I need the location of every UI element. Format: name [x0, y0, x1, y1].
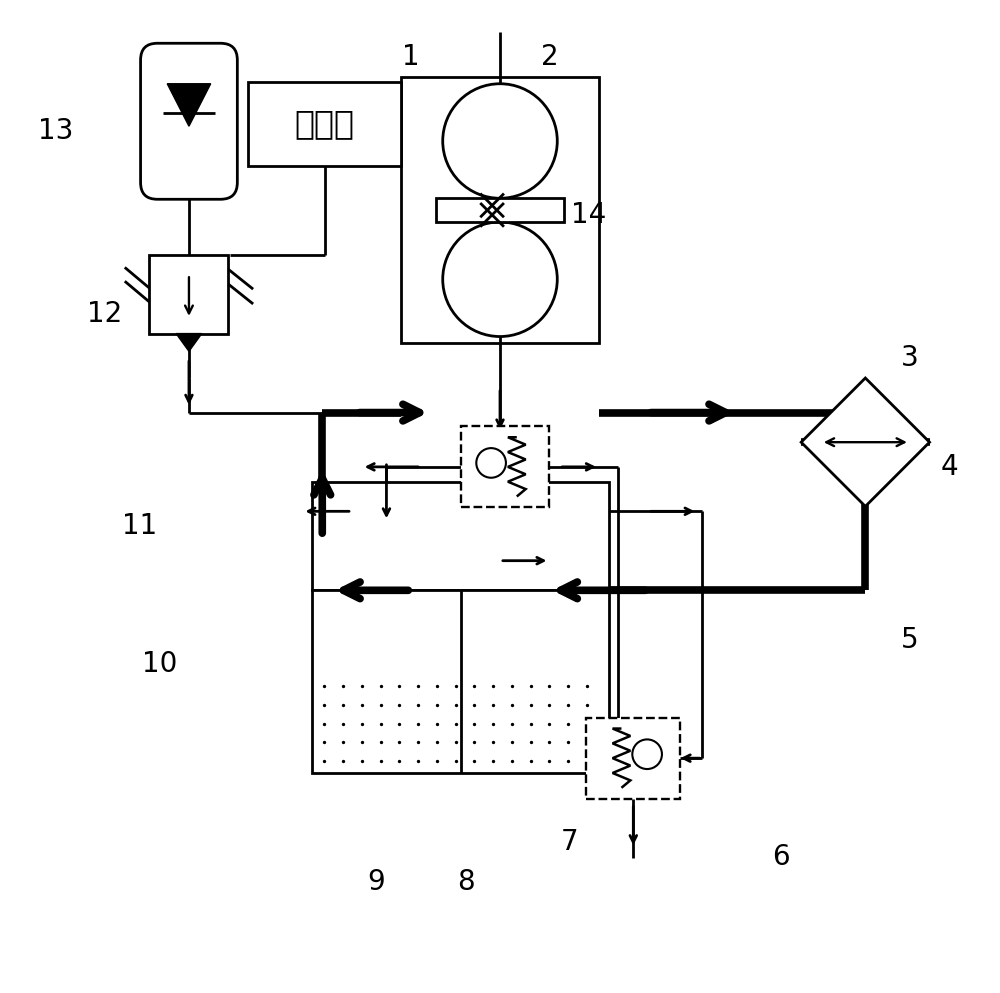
Polygon shape [801, 378, 930, 506]
Text: 7: 7 [560, 828, 578, 856]
Text: 12: 12 [87, 300, 123, 328]
Text: 2: 2 [541, 43, 558, 71]
Polygon shape [167, 83, 211, 126]
Text: 5: 5 [901, 626, 919, 653]
Text: 6: 6 [773, 843, 790, 871]
Text: 13: 13 [38, 117, 73, 145]
Polygon shape [176, 334, 202, 352]
Text: 3: 3 [901, 345, 919, 372]
Bar [248, 81, 401, 166]
Text: 14: 14 [571, 201, 606, 229]
Circle shape [632, 740, 662, 769]
Bar [586, 718, 680, 798]
Bar [401, 76, 599, 344]
Text: 10: 10 [142, 650, 177, 678]
Circle shape [443, 83, 557, 199]
Bar [149, 254, 228, 334]
Text: 9: 9 [368, 868, 385, 896]
Text: 控制器: 控制器 [295, 107, 355, 140]
Text: 11: 11 [122, 512, 157, 540]
Text: 1: 1 [402, 43, 420, 71]
Bar [461, 426, 549, 507]
Bar [312, 590, 609, 773]
FancyBboxPatch shape [141, 44, 237, 200]
Circle shape [443, 222, 557, 337]
Text: 8: 8 [457, 868, 474, 896]
Bar [436, 199, 564, 222]
Text: 4: 4 [940, 453, 958, 481]
Bar [312, 482, 609, 590]
Circle shape [476, 448, 506, 478]
